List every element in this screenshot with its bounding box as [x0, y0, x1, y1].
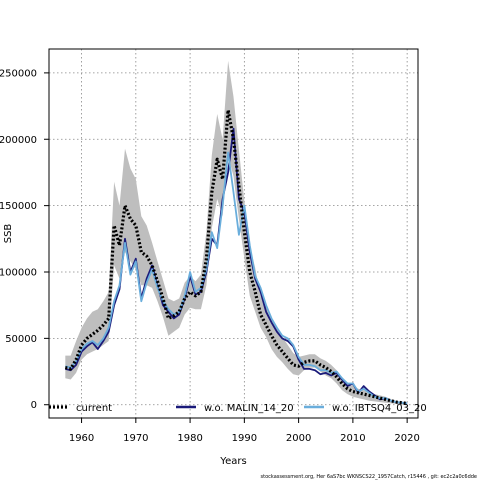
y-axis: 0 50000 100000 150000 200000 250000 [0, 68, 49, 411]
footer-text: stockassessment.org, Her 6aS7bc WKNSCS22… [261, 474, 477, 480]
y-tick-label: 150000 [0, 201, 37, 212]
legend-label-current: current [76, 403, 112, 414]
x-tick-label: 1970 [123, 433, 148, 444]
x-tick-label: 1980 [177, 433, 202, 444]
confidence-band-area [65, 60, 408, 405]
x-tick-label: 2000 [286, 433, 311, 444]
legend: current w.o. MALIN_14_20 w.o. IBTSQ4_03_20 [49, 403, 427, 414]
y-tick-label: 250000 [0, 68, 37, 79]
y-axis-title: SSB [3, 224, 14, 244]
x-tick-label: 1960 [69, 433, 94, 444]
x-axis: 1960 1970 1980 1990 2000 2010 2020 [69, 418, 420, 444]
series-line-w-o-ibtsq4-03-20 [65, 151, 408, 405]
legend-label-w-o-malin-14-20: w.o. MALIN_14_20 [204, 403, 294, 414]
y-tick-label: 50000 [5, 334, 37, 345]
confidence-band [65, 60, 408, 405]
x-tick-label: 1990 [232, 433, 257, 444]
series-line-current [64, 108, 408, 405]
y-tick-label: 100000 [0, 267, 37, 278]
y-tick-label: 200000 [0, 135, 37, 146]
legend-label-w-o-ibtsq4-03-20: w.o. IBTSQ4_03_20 [332, 403, 427, 414]
plot-frame [48, 48, 419, 419]
series-lines [64, 108, 408, 405]
x-tick-label: 2010 [340, 433, 365, 444]
y-tick-label: 0 [31, 400, 37, 411]
x-tick-label: 2020 [394, 433, 419, 444]
x-axis-title: Years [219, 456, 246, 467]
